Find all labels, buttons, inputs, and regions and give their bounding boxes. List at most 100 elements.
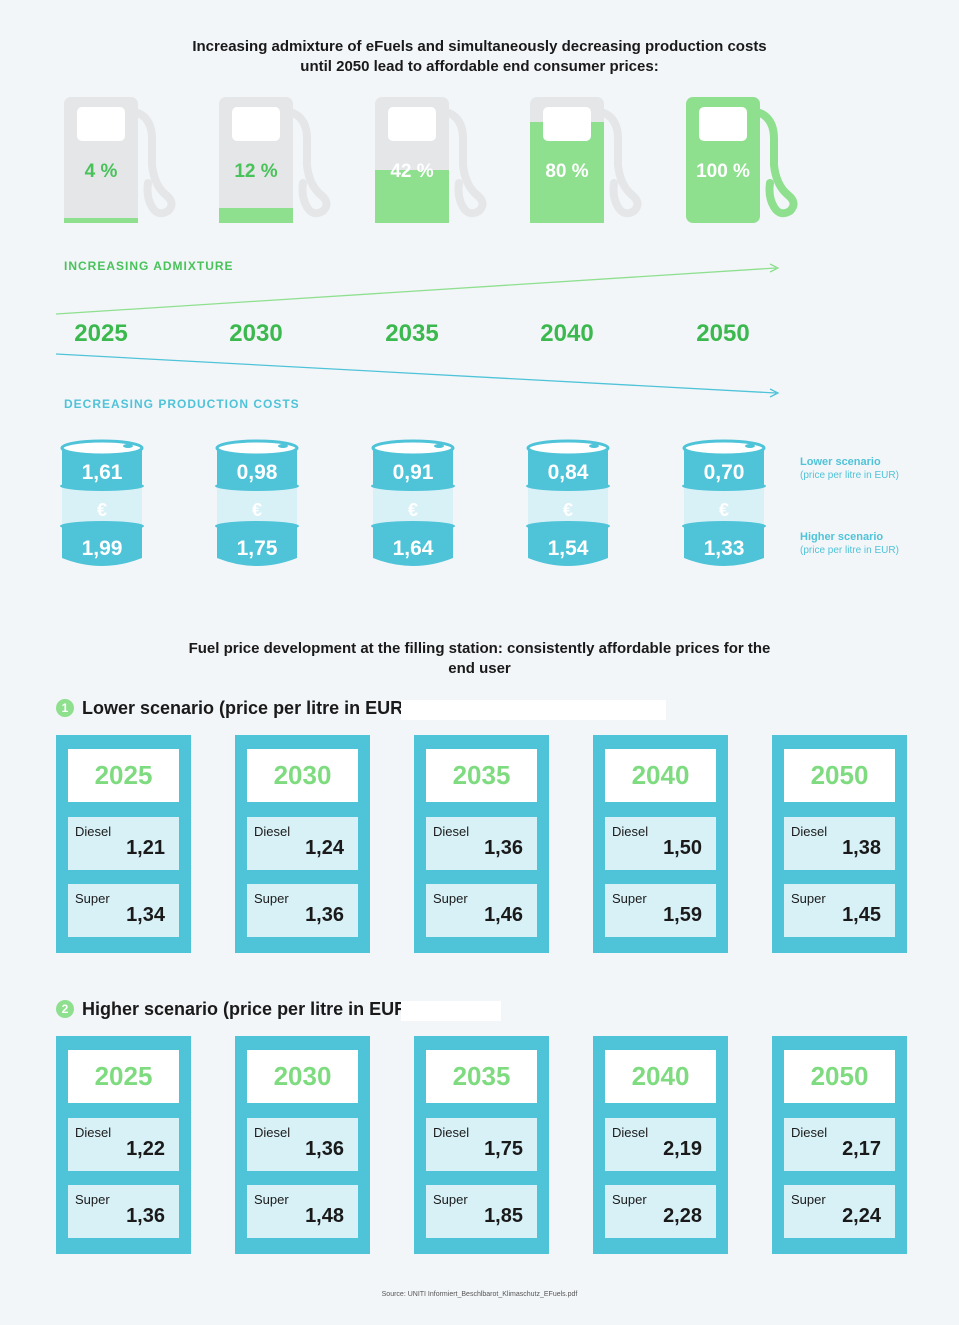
section2-title-line2: end user xyxy=(448,660,511,677)
higher-cost-value: 1,99 xyxy=(81,537,123,560)
barrel-bottom xyxy=(217,526,297,566)
barrel-cap xyxy=(745,444,755,448)
diesel-row: Diesel 2,19 xyxy=(605,1118,716,1171)
diesel-row: Diesel 1,36 xyxy=(426,817,537,870)
cost-arrow-head xyxy=(769,388,780,398)
diesel-price: 1,36 xyxy=(484,837,523,859)
scenario-number-icon: 1 xyxy=(56,699,74,717)
card-year: 2035 xyxy=(426,1050,537,1103)
super-label: Super xyxy=(791,891,826,906)
scenario-title: Lower scenario (price per litre in EUR) xyxy=(82,698,410,718)
fuel-pump-icon xyxy=(530,97,642,223)
pump-hose xyxy=(134,109,176,218)
super-label: Super xyxy=(433,891,468,906)
legend-higher-sub: (price per litre in EUR) xyxy=(800,545,899,556)
oil-barrel-2035: 0,91 €1,64 xyxy=(371,436,461,570)
year-label: 2025 xyxy=(74,320,128,347)
barrel-ring-top xyxy=(371,481,455,491)
price-card-2035: 2035 Diesel 1,75 Super 1,85 xyxy=(414,1036,549,1254)
diesel-price: 1,36 xyxy=(305,1138,344,1160)
barrel-icon xyxy=(215,439,299,566)
year-label: 2040 xyxy=(540,320,594,347)
barrel-cap xyxy=(589,444,599,448)
euro-icon: € xyxy=(407,500,418,520)
lower-cost-value: 0,98 xyxy=(236,461,278,484)
higher-cost-value: 1,54 xyxy=(547,537,589,560)
production-label: DECREASING PRODUCTION COSTS xyxy=(64,397,300,411)
super-price: 1,34 xyxy=(126,904,165,926)
super-price: 2,24 xyxy=(842,1205,881,1227)
header-title-line1: Increasing admixture of eFuels and simul… xyxy=(192,38,767,55)
header-title-line2: until 2050 lead to affordable end consum… xyxy=(300,58,659,75)
super-label: Super xyxy=(433,1192,468,1207)
card-year: 2050 xyxy=(784,749,895,802)
barrel-bottom xyxy=(684,526,764,566)
pump-hose xyxy=(756,109,798,218)
card-year: 2040 xyxy=(605,749,716,802)
card-year: 2030 xyxy=(247,1050,358,1103)
diesel-label: Diesel xyxy=(791,824,828,839)
super-price: 1,46 xyxy=(484,904,523,926)
year-label: 2050 xyxy=(696,320,750,347)
price-card-2035: 2035 Diesel 1,36 Super 1,46 xyxy=(414,735,549,953)
diesel-label: Diesel xyxy=(75,1125,112,1140)
legend-lower-title: Lower scenario xyxy=(800,456,881,468)
barrel-ring-bottom xyxy=(682,521,766,531)
diesel-price: 1,38 xyxy=(842,837,881,859)
diesel-row: Diesel 1,38 xyxy=(784,817,895,870)
diesel-label: Diesel xyxy=(75,824,112,839)
pump-fill xyxy=(375,170,449,223)
pump-fill xyxy=(64,218,138,223)
barrel-ring-bottom xyxy=(60,521,144,531)
barrel-ring-top xyxy=(526,481,610,491)
price-card-2050: 2050 Diesel 1,38 Super 1,45 xyxy=(772,735,907,953)
diesel-price: 1,22 xyxy=(126,1138,165,1160)
pump-hose xyxy=(600,109,642,218)
higher-cost-value: 1,75 xyxy=(236,537,278,560)
price-card-2030: 2030 Diesel 1,24 Super 1,36 xyxy=(235,735,370,953)
barrel-lid xyxy=(62,441,142,455)
super-row: Super 1,34 xyxy=(68,884,179,937)
super-row: Super 1,46 xyxy=(426,884,537,937)
barrel-ring-bottom xyxy=(526,521,610,531)
diesel-row: Diesel 2,17 xyxy=(784,1118,895,1171)
barrel-middle xyxy=(684,486,764,526)
year-label: 2035 xyxy=(385,320,439,347)
super-label: Super xyxy=(254,891,289,906)
admixture-percent: 80 % xyxy=(545,161,589,182)
pump-hose xyxy=(445,109,487,218)
diesel-label: Diesel xyxy=(433,1125,470,1140)
lower-cost-value: 1,61 xyxy=(81,461,123,484)
price-card-2025: 2025 Diesel 1,22 Super 1,36 xyxy=(56,1036,191,1254)
super-row: Super 2,24 xyxy=(784,1185,895,1238)
barrel-bottom xyxy=(62,526,142,566)
diesel-price: 2,19 xyxy=(663,1138,702,1160)
admixture-percent: 12 % xyxy=(234,161,278,182)
super-label: Super xyxy=(612,891,647,906)
section2-title-line1: Fuel price development at the filling st… xyxy=(188,640,771,657)
legend-lower-sub: (price per litre in EUR) xyxy=(800,470,899,481)
super-row: Super 1,85 xyxy=(426,1185,537,1238)
price-card-2025: 2025 Diesel 1,21 Super 1,34 xyxy=(56,735,191,953)
barrel-ring-bottom xyxy=(371,521,455,531)
legend-higher-title: Higher scenario xyxy=(800,531,884,543)
super-price: 1,59 xyxy=(663,904,702,926)
diesel-label: Diesel xyxy=(433,824,470,839)
diesel-label: Diesel xyxy=(612,1125,649,1140)
barrel-lid xyxy=(217,441,297,455)
diesel-row: Diesel 1,75 xyxy=(426,1118,537,1171)
barrel-ring-bottom xyxy=(215,521,299,531)
euro-icon: € xyxy=(96,500,107,520)
card-year: 2025 xyxy=(68,749,179,802)
barrel-cap xyxy=(278,444,288,448)
super-price: 1,85 xyxy=(484,1205,523,1227)
super-price: 1,48 xyxy=(305,1205,344,1227)
super-row: Super 1,59 xyxy=(605,884,716,937)
card-year: 2035 xyxy=(426,749,537,802)
section2-title: Fuel price development at the filling st… xyxy=(0,639,959,679)
euro-icon: € xyxy=(718,500,729,520)
scenario-title-underlay xyxy=(401,700,666,720)
barrel-cap xyxy=(123,444,133,448)
diesel-row: Diesel 1,21 xyxy=(68,817,179,870)
trend-arrows xyxy=(55,263,780,398)
